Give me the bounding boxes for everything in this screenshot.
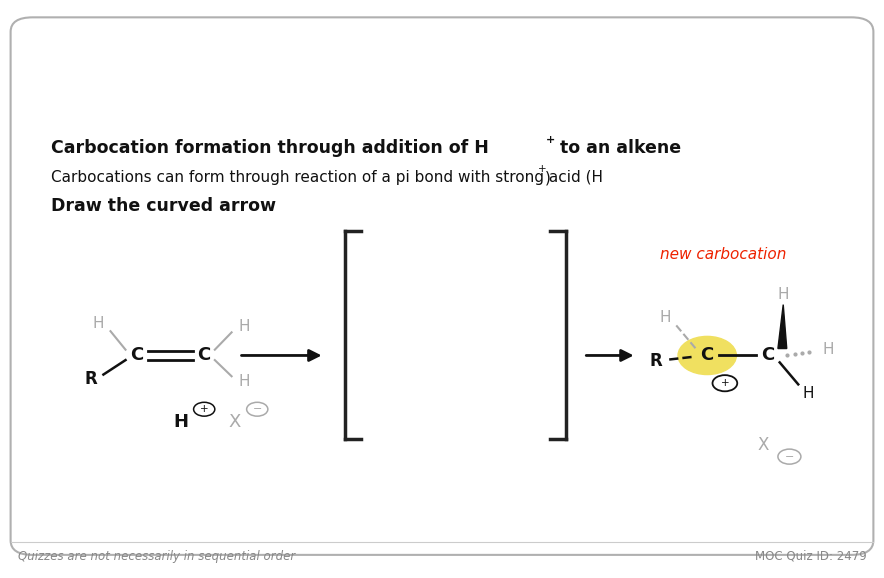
Text: MOC Quiz ID: 2479: MOC Quiz ID: 2479 [755,550,866,562]
Text: +: + [538,164,547,173]
Text: X: X [228,413,240,431]
Text: Carbocations can form through reaction of a pi bond with strong acid (H: Carbocations can form through reaction o… [51,170,603,185]
Text: Draw the curved arrow: Draw the curved arrow [51,197,277,215]
Text: R: R [650,352,662,370]
Text: C: C [761,346,774,365]
Text: +: + [720,378,729,388]
Text: C: C [197,346,210,365]
Text: H: H [92,316,104,331]
Text: R: R [85,369,97,388]
Text: to an alkene: to an alkene [554,139,682,157]
Text: ): ) [545,170,551,185]
Text: +: + [200,404,209,414]
Text: −: − [785,451,794,462]
Text: X: X [758,436,768,454]
Text: Quizzes are not necessarily in sequential order: Quizzes are not necessarily in sequentia… [18,550,295,562]
Text: C: C [131,346,143,365]
Text: new carbocation: new carbocation [660,247,786,262]
Text: +: + [545,135,554,144]
Text: H: H [238,374,250,389]
Text: −: − [253,404,262,414]
Text: C: C [701,346,713,365]
FancyBboxPatch shape [11,17,873,555]
Text: H: H [174,413,188,431]
Text: H: H [238,319,250,334]
Text: H: H [777,287,789,302]
Text: H: H [802,386,814,401]
Text: Carbocation formation through addition of H: Carbocation formation through addition o… [51,139,489,157]
Text: H: H [822,342,834,357]
Polygon shape [778,305,787,349]
Circle shape [678,336,736,375]
Text: H: H [659,310,671,325]
